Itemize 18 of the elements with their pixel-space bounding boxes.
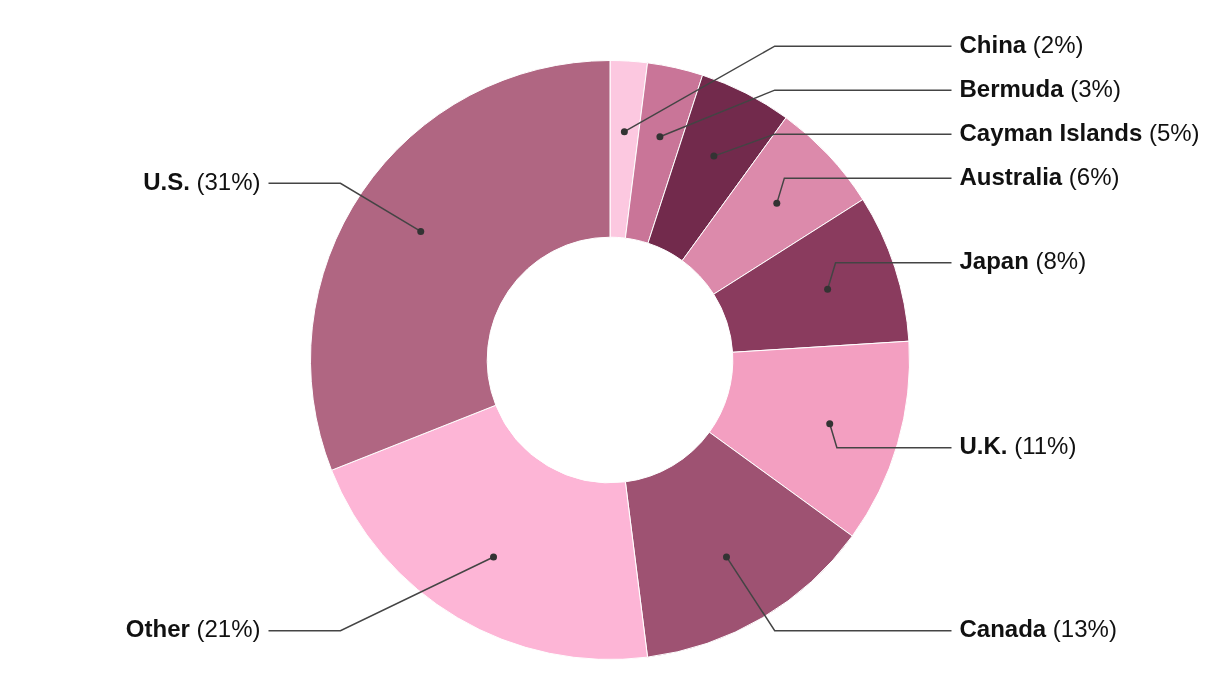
data-label: (5%) [1148,118,1200,146]
slice-label: Cayman Islands [959,118,1143,146]
slice-label: U.K. [959,432,1008,460]
slice-label: Canada [959,615,1047,643]
data-label: (8%) [1035,247,1087,275]
data-label: (11%) [1014,432,1077,460]
data-label: (6%) [1068,162,1120,190]
slice-label: Bermuda [959,74,1065,102]
data-label: (13%) [1052,615,1117,643]
slice-label: Other [125,615,190,643]
slice-label: U.S. [143,167,190,195]
slice-label: Australia [959,162,1063,190]
data-label: (2%) [1032,30,1084,58]
slice-label: Japan [959,247,1029,275]
slice-label: China [959,30,1027,58]
data-label: (21%) [196,615,261,643]
data-label: (3%) [1070,74,1121,102]
data-label: (31%) [196,167,261,195]
